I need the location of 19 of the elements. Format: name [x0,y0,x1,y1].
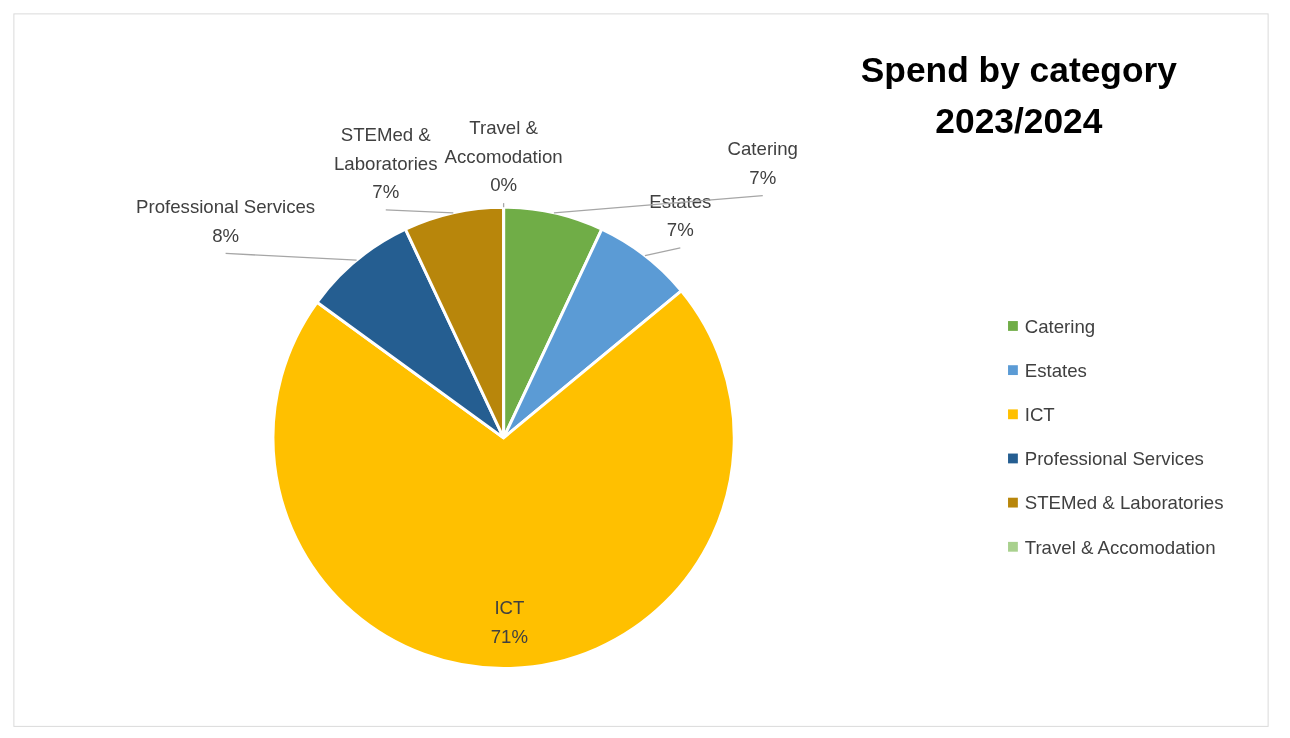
legend-label: Professional Services [1024,448,1204,470]
data-label: 7% [666,219,694,241]
legend-label: ICT [1024,404,1055,426]
data-label: 8% [212,224,240,246]
legend-label: STEMed & Laboratories [1024,492,1224,514]
category-label: Travel & Accomodation [444,117,563,167]
slice-label: Catering [727,138,798,160]
slice-label: STEMed & Laboratories [333,124,438,174]
legend-label: Catering [1024,315,1096,337]
legend-label: Estates [1024,360,1087,381]
text: 0% [490,174,518,196]
data-label: 71% [490,625,529,647]
data-label: 7% [372,181,400,203]
slice-label: Professional Services [136,196,316,218]
chart-title: Spend by category 2023/2024 [860,49,1178,140]
slice-label: Estates [649,190,712,212]
slice-label: ICT [494,597,525,619]
legend-label: Travel & Accomodation [1024,536,1216,558]
data-label: 7% [749,166,777,188]
